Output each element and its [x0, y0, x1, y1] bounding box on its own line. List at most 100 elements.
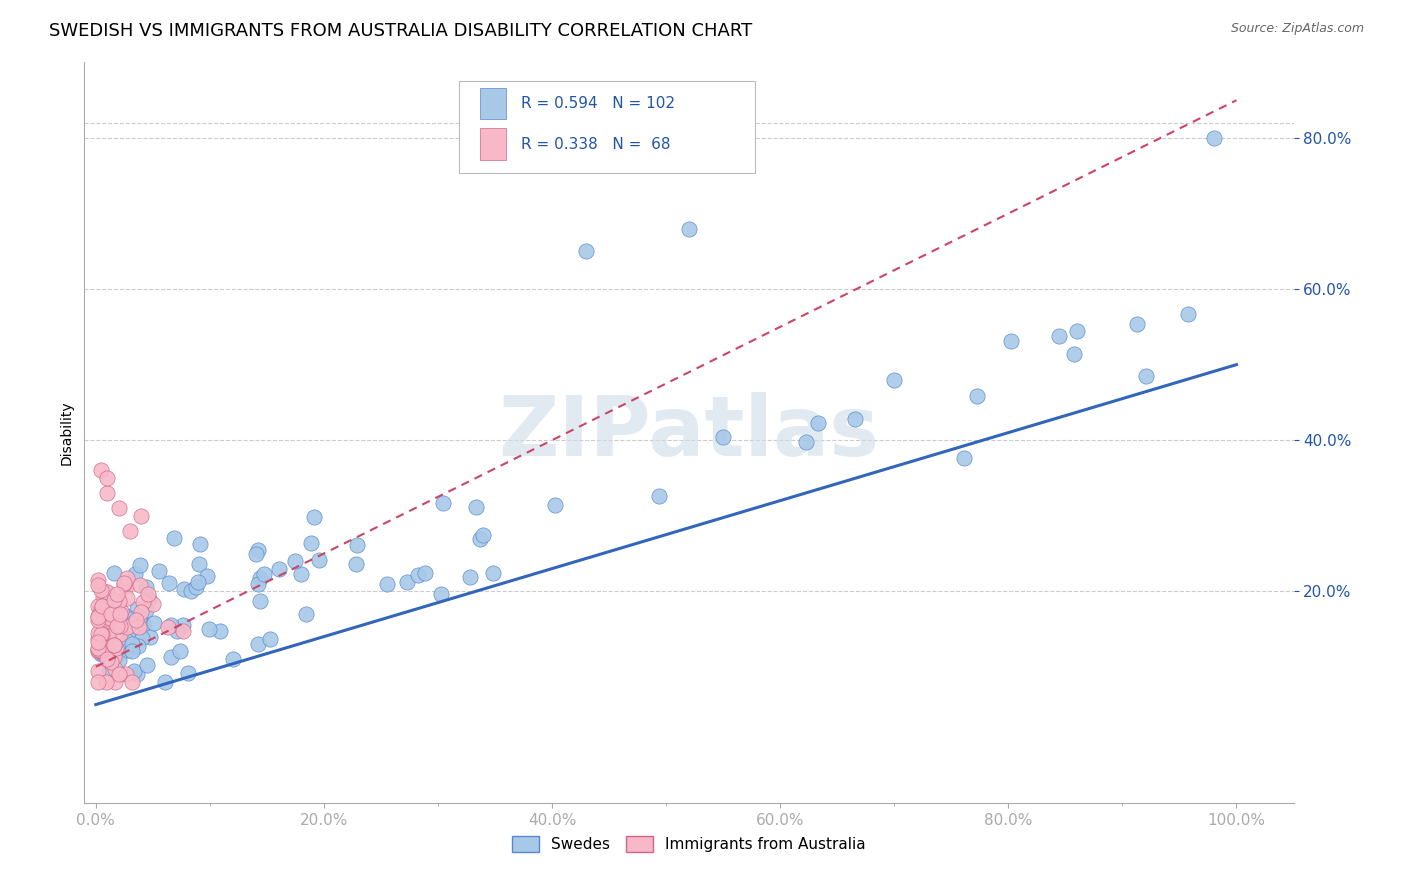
- Point: [132, 618, 155, 632]
- Point: [131, 508, 153, 523]
- Point: [97, 629, 120, 643]
- Point: [117, 642, 139, 657]
- Point: [87, 635, 110, 649]
- Point: [1063, 347, 1085, 361]
- Point: [468, 532, 491, 546]
- Point: [103, 639, 125, 653]
- Point: [125, 667, 148, 681]
- Point: [166, 624, 188, 639]
- Point: [131, 605, 153, 619]
- Point: [90, 599, 112, 613]
- Point: [375, 576, 398, 591]
- Point: [91, 646, 114, 660]
- Point: [87, 609, 110, 624]
- Point: [304, 510, 326, 524]
- Point: [129, 578, 152, 592]
- Point: [157, 620, 180, 634]
- Point: [1135, 369, 1157, 384]
- Point: [104, 662, 127, 676]
- Point: [180, 583, 202, 598]
- Point: [94, 616, 117, 631]
- Point: [118, 524, 141, 538]
- Point: [460, 570, 482, 584]
- Point: [90, 613, 112, 627]
- Point: [104, 674, 127, 689]
- Point: [105, 587, 128, 601]
- Point: [112, 575, 135, 590]
- Point: [90, 607, 112, 622]
- Point: [105, 640, 128, 655]
- Point: [96, 629, 118, 643]
- Point: [94, 641, 117, 656]
- Point: [115, 571, 138, 585]
- Point: [110, 627, 132, 641]
- Point: [90, 638, 112, 652]
- Point: [249, 593, 271, 607]
- Point: [98, 611, 121, 625]
- FancyBboxPatch shape: [479, 87, 506, 119]
- Point: [96, 652, 118, 666]
- Point: [117, 611, 139, 625]
- Point: [711, 430, 734, 444]
- Point: [90, 648, 112, 662]
- Point: [344, 557, 367, 571]
- Point: [122, 665, 145, 679]
- Text: R = 0.594   N = 102: R = 0.594 N = 102: [520, 95, 675, 111]
- Point: [127, 639, 149, 653]
- Point: [110, 604, 132, 618]
- Point: [115, 579, 138, 593]
- Point: [103, 566, 125, 581]
- Point: [308, 553, 330, 567]
- Point: [184, 580, 207, 594]
- Text: Source: ZipAtlas.com: Source: ZipAtlas.com: [1230, 22, 1364, 36]
- Point: [93, 624, 115, 639]
- Point: [160, 618, 183, 632]
- Point: [148, 564, 170, 578]
- Point: [103, 650, 125, 665]
- Point: [247, 543, 270, 558]
- Text: SWEDISH VS IMMIGRANTS FROM AUSTRALIA DISABILITY CORRELATION CHART: SWEDISH VS IMMIGRANTS FROM AUSTRALIA DIS…: [49, 22, 752, 40]
- Point: [142, 615, 165, 630]
- Point: [953, 451, 976, 466]
- Point: [90, 463, 112, 477]
- Point: [115, 620, 138, 634]
- Point: [575, 244, 598, 259]
- Point: [406, 567, 429, 582]
- Point: [103, 593, 125, 607]
- Point: [253, 566, 276, 581]
- Point: [87, 599, 110, 613]
- Point: [121, 643, 143, 657]
- Point: [87, 674, 110, 689]
- Point: [195, 569, 218, 583]
- Point: [90, 644, 112, 658]
- Point: [415, 566, 437, 580]
- Point: [1066, 324, 1088, 338]
- Point: [90, 644, 112, 658]
- Point: [245, 547, 267, 561]
- Point: [105, 647, 128, 661]
- Point: [121, 637, 143, 651]
- Point: [90, 631, 112, 645]
- Point: [90, 582, 112, 597]
- Point: [1202, 131, 1225, 145]
- Point: [90, 602, 112, 616]
- Point: [96, 584, 118, 599]
- Text: ZIPatlas: ZIPatlas: [499, 392, 879, 473]
- Point: [87, 577, 110, 591]
- Point: [188, 537, 211, 551]
- Point: [429, 586, 451, 600]
- Point: [136, 587, 159, 601]
- Point: [90, 627, 112, 641]
- Point: [90, 631, 112, 645]
- Point: [169, 644, 191, 658]
- Point: [135, 603, 157, 617]
- Text: R = 0.338   N =  68: R = 0.338 N = 68: [520, 136, 671, 152]
- Point: [222, 652, 245, 666]
- Point: [87, 626, 110, 640]
- Point: [124, 566, 146, 581]
- Point: [1177, 307, 1199, 321]
- Point: [108, 652, 131, 666]
- Point: [96, 486, 118, 500]
- Point: [87, 573, 110, 587]
- Point: [246, 577, 269, 591]
